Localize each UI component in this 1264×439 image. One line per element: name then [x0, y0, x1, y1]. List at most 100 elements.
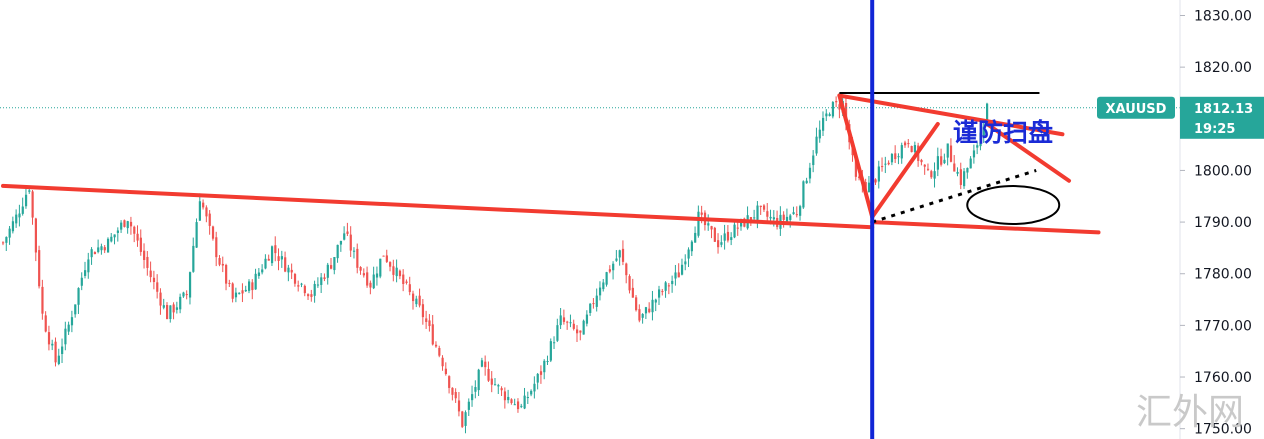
- candle-body: [762, 205, 766, 210]
- candle-body: [352, 250, 356, 252]
- candle-body: [867, 182, 871, 193]
- candle-body: [418, 295, 421, 306]
- candle-body: [963, 171, 966, 187]
- candle-body: [2, 242, 5, 244]
- candle-body: [366, 272, 369, 286]
- candle-body: [930, 171, 933, 178]
- candle-body: [651, 299, 654, 313]
- candle-body: [457, 400, 461, 412]
- candle-body: [690, 241, 693, 252]
- candle-body: [274, 245, 277, 254]
- candle-body: [228, 282, 231, 284]
- candle-body: [392, 266, 395, 275]
- candle-body: [723, 233, 726, 241]
- candle-body: [808, 167, 812, 179]
- candle-body: [674, 272, 677, 279]
- candle-body: [717, 240, 720, 248]
- candle-body: [516, 401, 520, 410]
- candle-body: [543, 360, 546, 373]
- candle-body: [556, 325, 559, 341]
- candle-body: [680, 264, 684, 275]
- candle-body: [51, 343, 54, 346]
- candle-body: [553, 342, 556, 344]
- candle-body: [644, 307, 648, 314]
- candle-body: [264, 258, 267, 269]
- annotation-text: 谨防扫盘: [953, 118, 1053, 147]
- candle-body: [953, 163, 956, 172]
- candle-body: [372, 274, 375, 289]
- candle-body: [890, 154, 894, 163]
- candle-body: [133, 226, 136, 234]
- symbol-tag-text: XAUUSD: [1106, 102, 1167, 117]
- candle-body: [844, 102, 848, 122]
- candle-body: [139, 237, 142, 252]
- candle-body: [218, 258, 221, 265]
- candle-body: [61, 346, 64, 355]
- candle-body: [38, 250, 41, 287]
- candle-body: [336, 244, 339, 259]
- candle-body: [461, 411, 464, 427]
- candle-body: [412, 293, 415, 302]
- candle-body: [379, 258, 382, 277]
- candle-body: [339, 240, 343, 245]
- candle-body: [303, 285, 306, 294]
- candle-body: [471, 394, 474, 401]
- candle-body: [34, 218, 37, 253]
- candle-body: [234, 292, 238, 298]
- candle-body: [126, 221, 129, 229]
- candle-body: [389, 262, 392, 267]
- candle-body: [241, 290, 244, 294]
- candle-body: [67, 324, 70, 332]
- candle-body: [421, 304, 425, 318]
- candle-body: [90, 249, 93, 258]
- y-tick-label: 1760.00: [1194, 370, 1252, 386]
- candle-body: [136, 233, 139, 241]
- trendline: [837, 93, 1065, 137]
- candle-body: [795, 214, 798, 216]
- last-price-tag: [1180, 96, 1264, 139]
- candle-body: [612, 263, 615, 271]
- candle-body: [661, 291, 664, 293]
- candle-body: [815, 136, 818, 154]
- candle-body: [172, 304, 175, 313]
- candle-body: [920, 159, 923, 163]
- candle-body: [671, 280, 674, 285]
- candle-body: [782, 214, 785, 220]
- candle-body: [494, 384, 497, 386]
- candle-body: [720, 242, 723, 245]
- candle-body: [595, 295, 598, 307]
- candle-body: [405, 281, 408, 283]
- candle-body: [697, 211, 700, 236]
- candle-body: [664, 282, 667, 291]
- candle-body: [812, 155, 815, 166]
- candle-body: [598, 287, 602, 296]
- candle-body: [100, 246, 103, 251]
- dotted-trendline: [871, 169, 1037, 224]
- candle-body: [313, 283, 316, 296]
- candle-body: [500, 388, 503, 391]
- candle-body: [428, 320, 431, 327]
- candle-body: [789, 215, 792, 220]
- candle-body: [582, 320, 585, 335]
- last-price-text: 1812.13: [1194, 102, 1253, 117]
- candle-body: [24, 194, 28, 207]
- candle-body: [441, 357, 444, 367]
- candle-body: [854, 158, 857, 177]
- y-tick-label: 1800.00: [1194, 163, 1252, 179]
- candle-body: [549, 341, 552, 361]
- candle-body: [267, 258, 270, 261]
- candle-body: [221, 263, 224, 266]
- candle-body: [579, 330, 582, 333]
- candle-body: [175, 307, 179, 310]
- candle-body: [425, 318, 428, 322]
- candle-body: [480, 360, 484, 367]
- candle-body: [106, 238, 110, 253]
- candle-body: [946, 143, 949, 158]
- candle-body: [487, 368, 490, 381]
- candle-body: [628, 276, 631, 291]
- candle-body: [438, 347, 441, 356]
- candle-body: [369, 282, 372, 288]
- candle-body: [979, 132, 982, 147]
- drawings-layer: [0, 0, 1180, 439]
- candle-body: [110, 236, 113, 242]
